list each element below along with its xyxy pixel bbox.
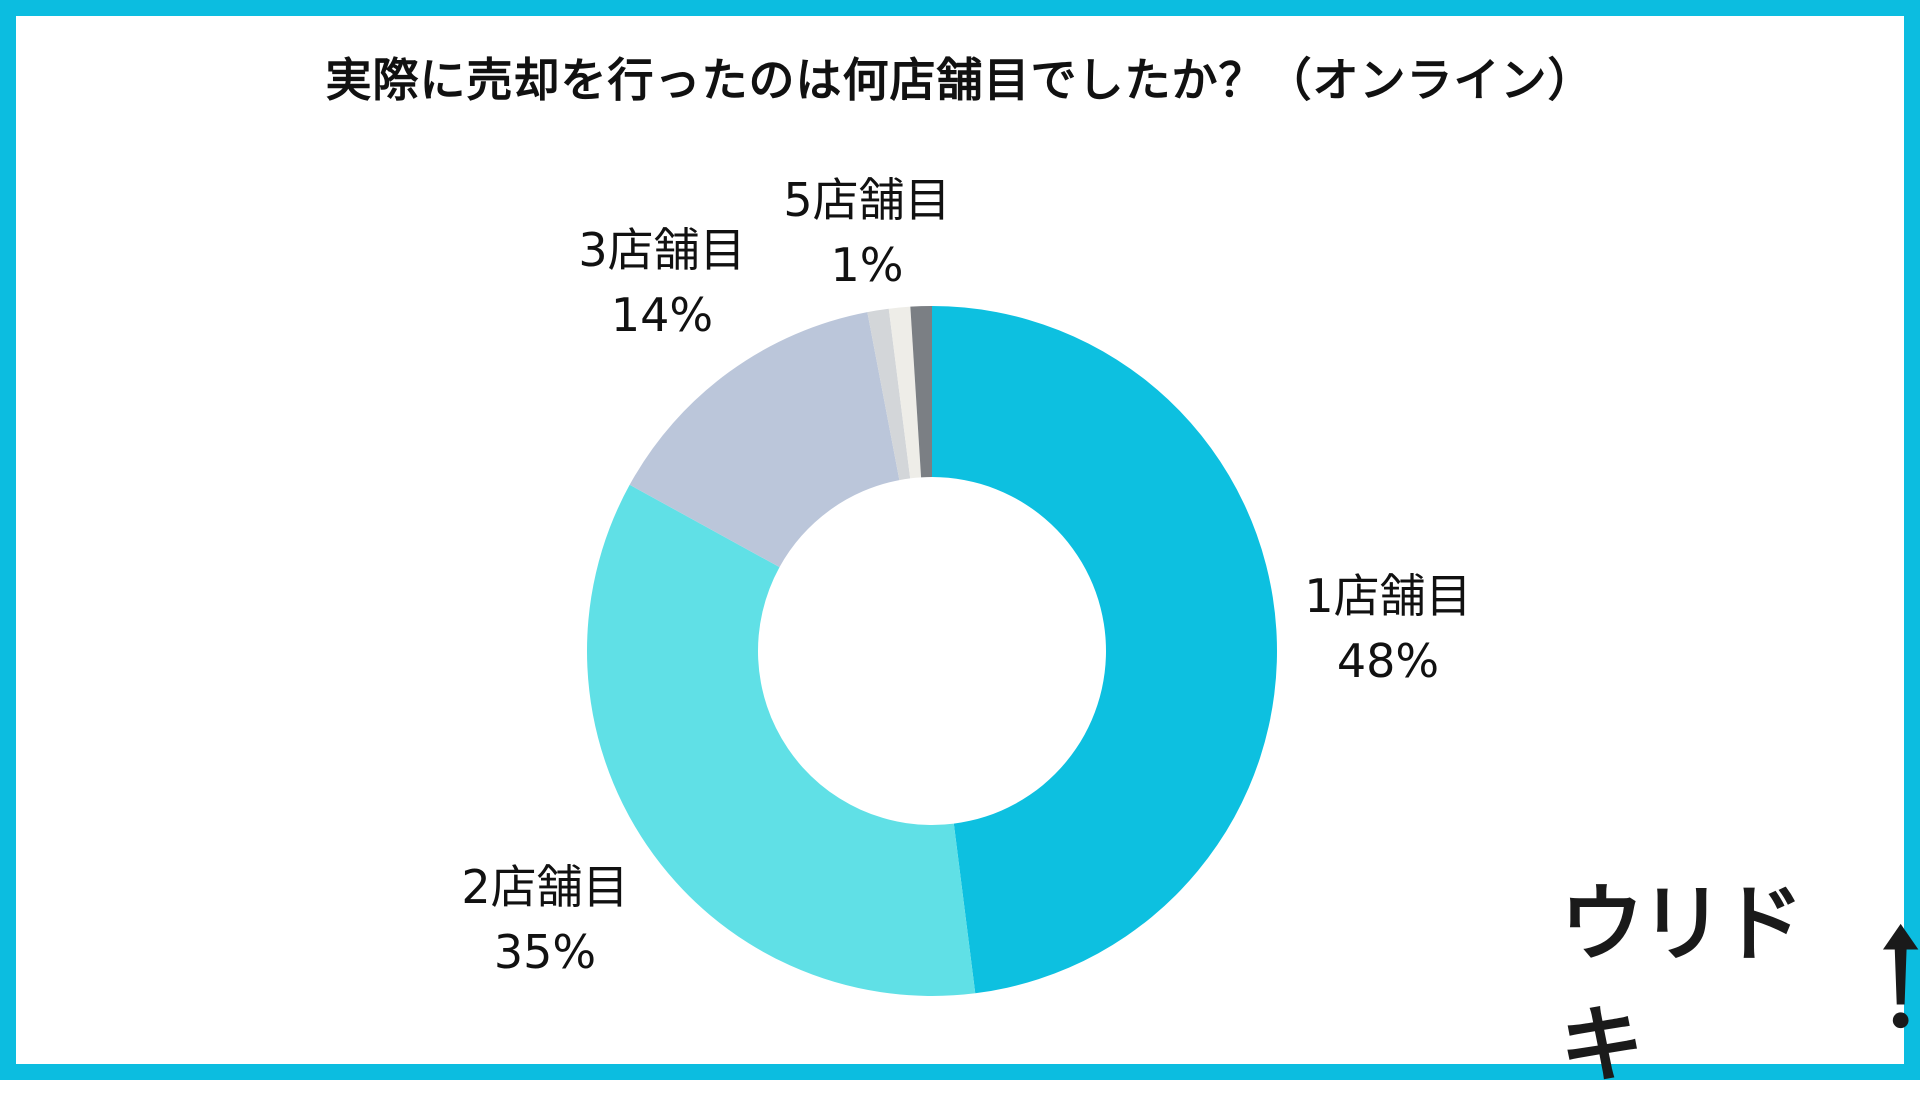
slice-label-name-5: 5店舗目 — [783, 173, 950, 227]
slice-label-value-5: 1% — [831, 238, 904, 292]
slice-label-3: 3店舗目 14% — [578, 223, 745, 342]
slice-label-5: 5店舗目 1% — [783, 173, 950, 292]
slice-label-value-2: 35% — [494, 925, 596, 979]
slice-6 — [910, 306, 932, 478]
slice-label-value-3: 14% — [611, 288, 713, 342]
slice-label-name-3: 3店舗目 — [578, 223, 745, 277]
logo-text: ウリドキ — [1560, 875, 1804, 1094]
slice-label-2: 2店舗目 35% — [461, 860, 628, 979]
slice-5 — [888, 306, 922, 479]
brand-logo: ウリドキ — [1560, 875, 1920, 1094]
up-arrow-icon — [1882, 923, 1919, 1029]
chart-title: 実際に売却を行ったのは何店舗目でしたか？（オンライン） — [325, 53, 1595, 107]
slice-3 — [629, 312, 900, 568]
slice-label-name-2: 2店舗目 — [461, 860, 628, 914]
slice-label-1: 1店舗目 48% — [1304, 569, 1471, 688]
slice-2 — [586, 484, 976, 996]
slice-label-name-1: 1店舗目 — [1304, 569, 1471, 623]
slice-1 — [932, 306, 1278, 994]
donut-slices — [586, 306, 1278, 996]
slice-4 — [867, 308, 911, 481]
slice-label-value-1: 48% — [1337, 634, 1439, 688]
